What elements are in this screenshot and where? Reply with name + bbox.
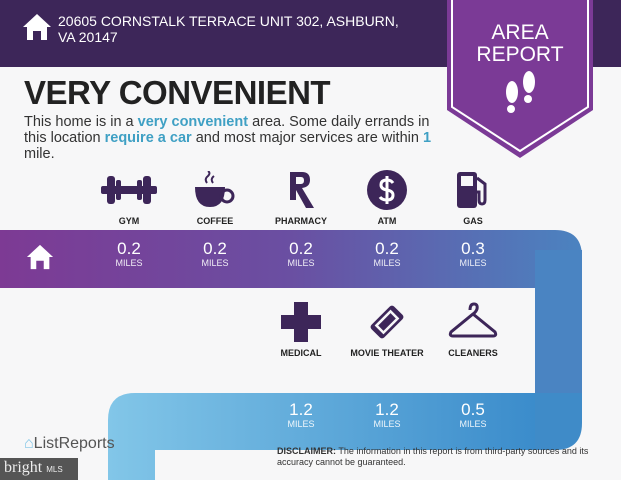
distance-cleaners: 0.5 MILES bbox=[459, 400, 487, 430]
distance-coffee: 0.2 MILES bbox=[201, 239, 229, 269]
disclaimer: DISCLAIMER: The information in this repo… bbox=[277, 446, 589, 467]
amenity-pharmacy: PHARMACY bbox=[258, 170, 344, 226]
amenity-medical: MEDICAL bbox=[258, 302, 344, 358]
amenity-gas: GAS bbox=[430, 170, 516, 226]
distance-gas: 0.3 MILES bbox=[459, 239, 487, 269]
amenity-coffee: COFFEE bbox=[172, 170, 258, 226]
home-icon bbox=[26, 244, 54, 270]
gas-pump-icon bbox=[457, 172, 487, 208]
amenity-gym: GYM bbox=[86, 170, 172, 226]
badge-title: AREA REPORT bbox=[476, 21, 564, 66]
dumbbell-icon bbox=[101, 176, 157, 204]
distance-gym: 0.2 MILES bbox=[115, 239, 143, 269]
amenity-movie-theater: MOVIE THEATER bbox=[344, 302, 430, 358]
footprints-icon bbox=[506, 71, 535, 113]
ticket-icon bbox=[370, 305, 404, 339]
area-report-badge bbox=[447, 0, 593, 158]
amenity-atm: ATM bbox=[344, 170, 430, 226]
medical-cross-icon bbox=[281, 302, 321, 342]
hanger-icon bbox=[448, 302, 498, 338]
distance-pharmacy: 0.2 MILES bbox=[287, 239, 315, 269]
property-address: 20605 CORNSTALK TERRACE UNIT 302, ASHBUR… bbox=[58, 13, 399, 45]
distance-movie-theater: 1.2 MILES bbox=[373, 400, 401, 430]
dollar-icon bbox=[367, 170, 407, 210]
distance-medical: 1.2 MILES bbox=[287, 400, 315, 430]
amenity-cleaners: CLEANERS bbox=[430, 302, 516, 358]
logo-house-icon: ⌂ bbox=[24, 435, 34, 452]
distance-atm: 0.2 MILES bbox=[373, 239, 401, 269]
description: This home is in a very convenient area. … bbox=[24, 114, 432, 162]
listreports-logo: ⌂ListReports bbox=[24, 435, 115, 452]
home-icon bbox=[23, 14, 51, 40]
coffee-cup-icon bbox=[195, 171, 235, 207]
rx-icon bbox=[290, 172, 314, 208]
bright-mls-watermark: bright MLS bbox=[0, 458, 78, 480]
page-title: VERY CONVENIENT bbox=[24, 74, 331, 111]
